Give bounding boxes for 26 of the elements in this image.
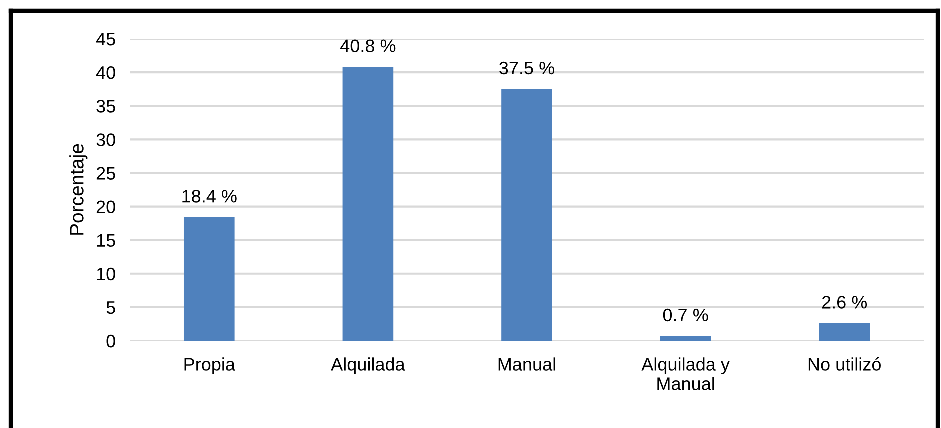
y-tick-label: 15: [97, 234, 116, 248]
x-tick-label: No utilizó: [808, 357, 881, 371]
y-tick-label: 45: [96, 33, 116, 46]
data-label: 0.7 %: [663, 308, 708, 322]
y-tick-label: 30: [96, 134, 116, 146]
y-tick-label: 5: [106, 302, 116, 314]
y-tick-label: 0: [106, 334, 116, 348]
y-tick-label: 25: [96, 167, 116, 180]
data-label: 2.6 %: [822, 296, 868, 309]
data-label: 40.8 %: [340, 40, 396, 53]
x-tick-label: Alquilada y Manual: [642, 358, 730, 390]
data-label: 37.5 %: [500, 62, 554, 75]
y-tick-label: 35: [96, 100, 116, 113]
y-axis-title: Porcentaje: [70, 144, 88, 235]
data-label: 18.4 %: [182, 190, 237, 203]
y-tick-label: 10: [97, 268, 116, 281]
bar: [819, 324, 870, 341]
bar: [660, 336, 712, 341]
bar: [184, 218, 235, 341]
bar: [342, 67, 394, 341]
y-tick-label: 20: [96, 200, 116, 214]
bar: [502, 89, 552, 341]
x-tick-label: Alquilada: [331, 358, 406, 374]
x-tick-label: Propia: [184, 358, 236, 374]
x-tick-label: Manual: [498, 358, 556, 371]
y-tick-label: 40: [96, 66, 116, 80]
